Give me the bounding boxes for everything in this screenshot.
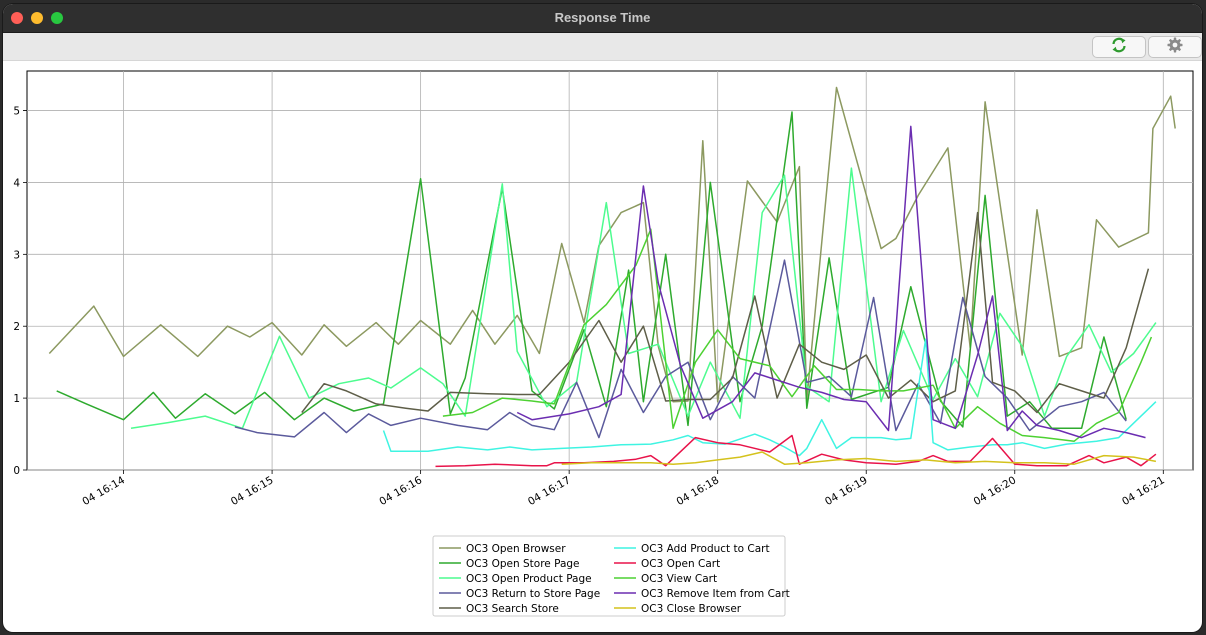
x-tick-label: 04 16:14 bbox=[80, 474, 127, 508]
refresh-icon bbox=[1110, 37, 1128, 57]
legend-label: OC3 Open Store Page bbox=[466, 558, 580, 570]
legend-label: OC3 Open Cart bbox=[641, 558, 720, 570]
series-line-oc3-open-store-page bbox=[56, 111, 1127, 430]
y-tick-label: 4 bbox=[13, 177, 20, 189]
chart-area: 04 16:14 04 16:15 04 16:16 04 16:17 04 16:18… bbox=[3, 60, 1202, 632]
series-line-oc3-remove-item-from-cart bbox=[516, 125, 1146, 439]
series-line-oc3-search-store bbox=[301, 211, 1150, 414]
y-tick-label: 0 bbox=[13, 465, 20, 477]
legend-label: OC3 Add Product to Cart bbox=[641, 543, 770, 555]
series-line-oc3-return-to-store-page bbox=[234, 259, 1127, 439]
x-tick-label: 04 16:17 bbox=[526, 474, 573, 508]
series-line-oc3-add-product-to-cart bbox=[382, 338, 1157, 457]
window-title: Response Time bbox=[554, 10, 651, 25]
x-tick-label: 04 16:15 bbox=[229, 474, 276, 508]
refresh-button[interactable] bbox=[1092, 36, 1146, 58]
y-tick-label: 2 bbox=[13, 321, 20, 333]
legend-label: OC3 Search Store bbox=[466, 603, 559, 615]
gear-icon bbox=[1167, 37, 1183, 57]
app-window: Response Time bbox=[3, 4, 1202, 632]
y-tick-label: 5 bbox=[13, 106, 20, 118]
series-line-oc3-open-cart bbox=[435, 434, 1157, 468]
series-line-oc3-view-cart bbox=[442, 228, 1153, 442]
minimize-window-button[interactable] bbox=[31, 12, 43, 24]
x-tick-label: 04 16:19 bbox=[823, 474, 870, 508]
x-tick-label: 04 16:21 bbox=[1120, 474, 1167, 508]
series-line-oc3-close-browser bbox=[561, 451, 1157, 465]
legend-label: OC3 Return to Store Page bbox=[466, 588, 600, 600]
response-time-chart: 04 16:14 04 16:15 04 16:16 04 16:17 04 16:18… bbox=[13, 70, 1194, 617]
close-window-button[interactable] bbox=[11, 12, 23, 24]
legend: OC3 Open Browser OC3 Open Store Page OC3 O… bbox=[432, 535, 790, 617]
toolbar bbox=[3, 33, 1202, 61]
series-line-oc3-open-browser bbox=[48, 86, 1176, 403]
legend-frame bbox=[432, 535, 786, 617]
x-tick-label: 04 16:18 bbox=[675, 474, 722, 508]
legend-label: OC3 View Cart bbox=[641, 573, 717, 585]
x-tick-label: 04 16:20 bbox=[972, 474, 1019, 508]
legend-label: OC3 Remove Item from Cart bbox=[641, 588, 790, 600]
title-bar: Response Time bbox=[3, 4, 1202, 33]
maximize-window-button[interactable] bbox=[51, 12, 63, 24]
plot-frame bbox=[26, 70, 1194, 471]
y-tick-label: 1 bbox=[13, 393, 20, 405]
legend-label: OC3 Close Browser bbox=[641, 603, 742, 615]
legend-label: OC3 Open Product Page bbox=[466, 573, 592, 585]
x-tick-label: 04 16:16 bbox=[377, 474, 424, 508]
series-lines bbox=[48, 86, 1176, 468]
y-tick-label: 3 bbox=[13, 249, 20, 261]
settings-button[interactable] bbox=[1148, 36, 1202, 58]
legend-label: OC3 Open Browser bbox=[466, 543, 566, 555]
